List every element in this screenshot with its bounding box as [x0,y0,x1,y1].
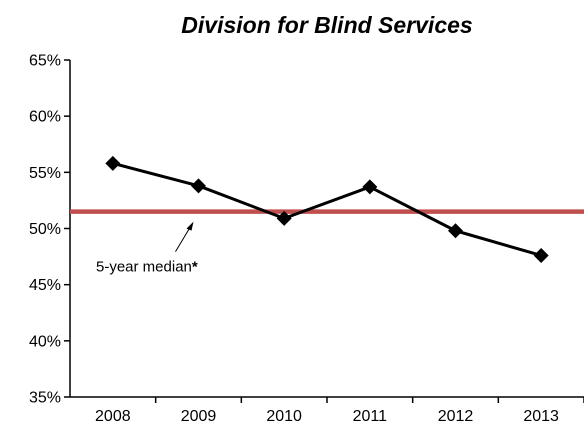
annotation-arrowhead [186,221,194,231]
y-tick-label: 50% [29,221,61,238]
y-tick-label: 65% [29,53,61,70]
data-point-marker [105,155,121,171]
data-point-marker [533,247,549,263]
data-point-marker [276,210,292,226]
y-tick-label: 45% [29,277,61,294]
series-line [112,161,542,257]
x-tick-label: 2009 [181,408,217,425]
x-tick-label: 2013 [523,408,559,425]
x-tick-label: 2010 [266,408,302,425]
chart-title: Division for Blind Services [181,12,473,38]
data-point-marker [191,178,206,194]
x-tick-label: 2012 [438,408,474,425]
y-tick-label: 35% [29,390,61,407]
data-point-marker [448,223,463,239]
y-tick-label: 40% [29,333,61,350]
y-tick-label: 60% [29,109,61,126]
annotation-arrow-line [175,226,191,252]
x-tick-label: 2011 [353,408,388,425]
x-tick-label: 2008 [95,408,131,425]
y-tick-label: 55% [29,165,61,182]
data-point-marker [362,179,378,195]
annotation-text: 5-year median* [96,259,198,276]
